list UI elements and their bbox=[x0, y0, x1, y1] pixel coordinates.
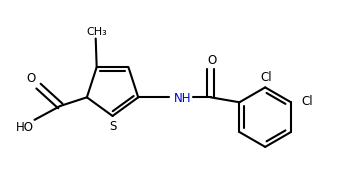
Text: Cl: Cl bbox=[260, 71, 272, 84]
Text: HO: HO bbox=[16, 121, 34, 134]
Text: CH₃: CH₃ bbox=[86, 27, 107, 37]
Text: NH: NH bbox=[174, 92, 191, 105]
Text: S: S bbox=[109, 120, 116, 133]
Text: O: O bbox=[207, 54, 216, 67]
Text: Cl: Cl bbox=[301, 95, 312, 108]
Text: O: O bbox=[26, 72, 35, 85]
